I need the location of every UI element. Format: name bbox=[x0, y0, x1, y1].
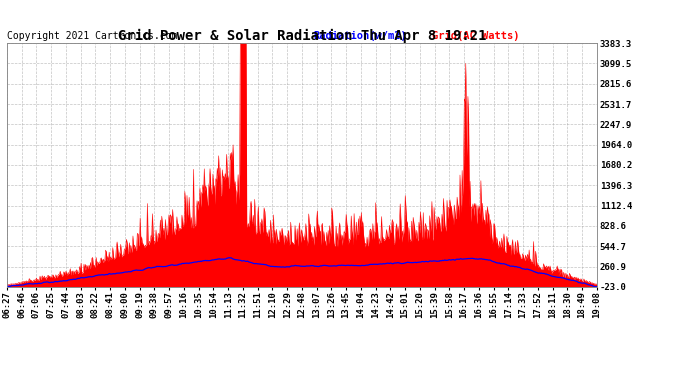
Text: Radiation(w/m2): Radiation(w/m2) bbox=[314, 31, 407, 41]
Text: Grid(AC Watts): Grid(AC Watts) bbox=[432, 31, 519, 41]
Text: Copyright 2021 Cartronics.com: Copyright 2021 Cartronics.com bbox=[7, 31, 177, 41]
Title: Grid Power & Solar Radiation Thu Apr 8 19:21: Grid Power & Solar Radiation Thu Apr 8 1… bbox=[117, 29, 486, 43]
